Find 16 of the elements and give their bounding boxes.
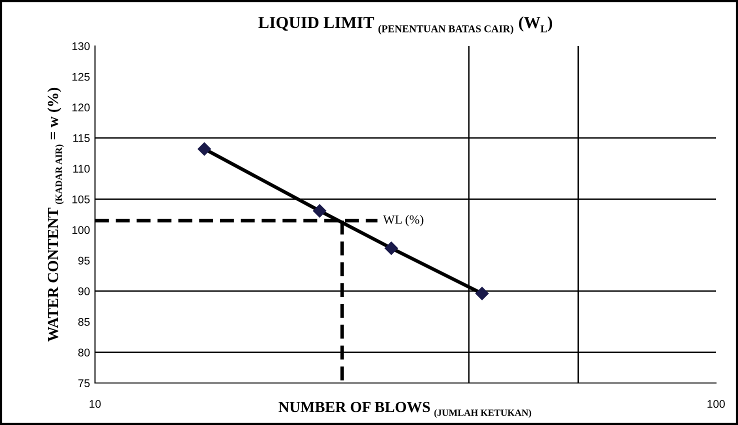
annotation: WL (%) bbox=[383, 214, 424, 226]
y-tick-label: 80 bbox=[78, 348, 90, 356]
y-tick-label: 75 bbox=[78, 379, 90, 388]
y-tick-label: 115 bbox=[73, 134, 90, 142]
y-tick-label: 95 bbox=[78, 256, 90, 265]
y-tick-label: 85 bbox=[78, 318, 90, 326]
y-tick-label: 125 bbox=[72, 72, 90, 81]
y-axis-title: WATER CONTENT (KADAR AIR) = w (%) bbox=[47, 88, 64, 342]
x-axis-title: NUMBER OF BLOWS (JUMLAH KETUKAN) bbox=[278, 402, 532, 418]
y-tick-label: 110 bbox=[73, 164, 90, 173]
y-tick-label: 120 bbox=[72, 104, 90, 112]
y-tick-label: 130 bbox=[72, 42, 90, 50]
y-tick-label: 90 bbox=[78, 287, 90, 296]
x-tick-label: 10 bbox=[90, 400, 101, 408]
y-tick-label: 100 bbox=[72, 226, 90, 234]
y-tick-label: 105 bbox=[72, 195, 90, 204]
